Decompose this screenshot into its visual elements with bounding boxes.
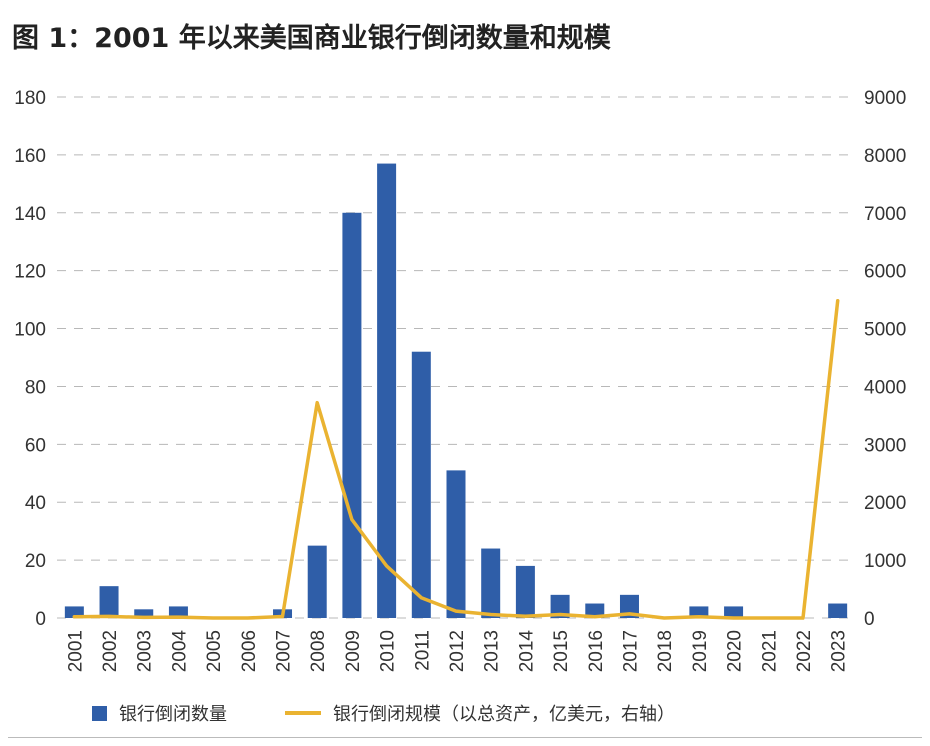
line-point: [419, 596, 423, 600]
line-point: [281, 615, 284, 618]
bar: [342, 212, 362, 618]
bar: [550, 594, 570, 618]
bar-series: [64, 163, 848, 619]
x-tick-label: 2014: [516, 630, 537, 673]
legend-bar-label: 银行倒闭数量: [119, 704, 227, 725]
line-point: [523, 614, 527, 618]
x-tick-label: 2004: [169, 630, 190, 673]
bar: [515, 565, 535, 618]
x-tick-label: 2006: [239, 630, 260, 672]
y-left-tick-label: 40: [25, 493, 46, 514]
y-left-tick-label: 160: [14, 146, 46, 167]
x-tick-label: 2023: [829, 630, 850, 672]
bar: [307, 545, 327, 618]
x-tick-label: 2001: [65, 630, 86, 672]
bar: [377, 163, 397, 619]
line-point: [836, 299, 840, 303]
line-series: [72, 299, 840, 620]
bar: [585, 603, 605, 618]
y-right-tick-label: 6000: [864, 262, 906, 283]
legend-line-swatch: [285, 711, 321, 715]
legend-line-label: 银行倒闭规模（以总资产，亿美元，右轴）: [333, 704, 675, 725]
line-point: [662, 616, 666, 620]
y-right-tick-label: 5000: [864, 320, 906, 341]
line-point: [385, 564, 389, 568]
y-left-tick-label: 20: [25, 551, 46, 572]
x-tick-label: 2011: [412, 630, 433, 671]
x-tick-label: 2010: [378, 630, 399, 672]
y-left-tick-label: 60: [25, 435, 46, 456]
bar: [134, 609, 154, 618]
y-right-tick-label: 9000: [864, 88, 906, 109]
bar: [828, 603, 848, 618]
x-tick-label: 2020: [725, 630, 746, 672]
x-tick-label: 2005: [204, 630, 225, 672]
x-tick-label: 2017: [621, 630, 642, 672]
y-right-tick-label: 8000: [864, 146, 906, 167]
x-tick-label: 2012: [447, 630, 468, 672]
x-tick-label: 2018: [655, 630, 676, 672]
bar: [446, 470, 466, 618]
y-right-tick-label: 3000: [864, 435, 906, 456]
bar: [64, 606, 84, 618]
x-tick-label: 2015: [551, 630, 572, 672]
y-right-tick-label: 2000: [864, 493, 906, 514]
bar: [724, 606, 744, 618]
bottom-divider: [8, 737, 922, 738]
x-tick-label: 2009: [343, 630, 364, 672]
bar: [689, 606, 709, 618]
y-axis-left: 0 20 40 60 80 100 120 140 160 180: [14, 88, 46, 630]
chart-title: 图 1：2001 年以来美国商业银行倒闭数量和规模: [12, 23, 611, 54]
line-point: [558, 613, 562, 616]
bar: [481, 548, 501, 618]
y-left-tick-label: 120: [14, 262, 46, 283]
x-tick-label: 2002: [100, 630, 121, 672]
y-left-tick-label: 80: [25, 377, 46, 398]
line-point: [454, 609, 458, 613]
legend-bar-swatch: [92, 705, 107, 721]
bar: [619, 594, 639, 618]
x-tick-label: 2021: [759, 630, 780, 672]
x-tick-label: 2003: [135, 630, 156, 672]
line-point: [593, 615, 597, 619]
line-point: [350, 518, 354, 522]
line-point: [72, 615, 76, 619]
y-left-tick-label: 0: [35, 609, 46, 630]
legend: 银行倒闭数量 银行倒闭规模（以总资产，亿美元，右轴）: [92, 700, 675, 726]
line-point: [211, 616, 215, 620]
x-tick-label: 2022: [794, 630, 815, 672]
line-point: [697, 615, 701, 619]
y-left-tick-label: 100: [14, 320, 46, 341]
x-axis: 2001 2002 2003 2004 2005 2006 2007 2008 2009 2010…: [65, 630, 849, 673]
line-point: [107, 614, 111, 618]
line-point: [176, 615, 180, 619]
bar: [99, 586, 119, 618]
y-right-tick-label: 1000: [864, 551, 906, 572]
y-left-tick-label: 140: [14, 204, 46, 225]
line-point: [142, 615, 146, 619]
line-point: [801, 616, 805, 620]
bar: [168, 606, 188, 618]
y-axis-right: 0 1000 2000 3000 4000 5000 6000 7000 8000 9000: [864, 88, 906, 630]
y-right-tick-label: 4000: [864, 377, 906, 398]
x-tick-label: 2019: [690, 630, 711, 672]
y-right-tick-label: 7000: [864, 204, 906, 225]
bar: [411, 351, 431, 618]
line-point: [732, 616, 736, 620]
y-left-tick-label: 180: [14, 88, 46, 109]
x-tick-label: 2008: [308, 630, 329, 672]
line-point: [315, 401, 319, 405]
x-tick-label: 2007: [274, 630, 295, 672]
line-point: [489, 613, 493, 616]
line-point: [246, 616, 250, 620]
x-tick-label: 2016: [586, 630, 607, 672]
line-point: [766, 616, 770, 620]
y-right-tick-label: 0: [864, 609, 875, 630]
x-tick-label: 2013: [482, 630, 503, 672]
line-point: [628, 612, 631, 616]
